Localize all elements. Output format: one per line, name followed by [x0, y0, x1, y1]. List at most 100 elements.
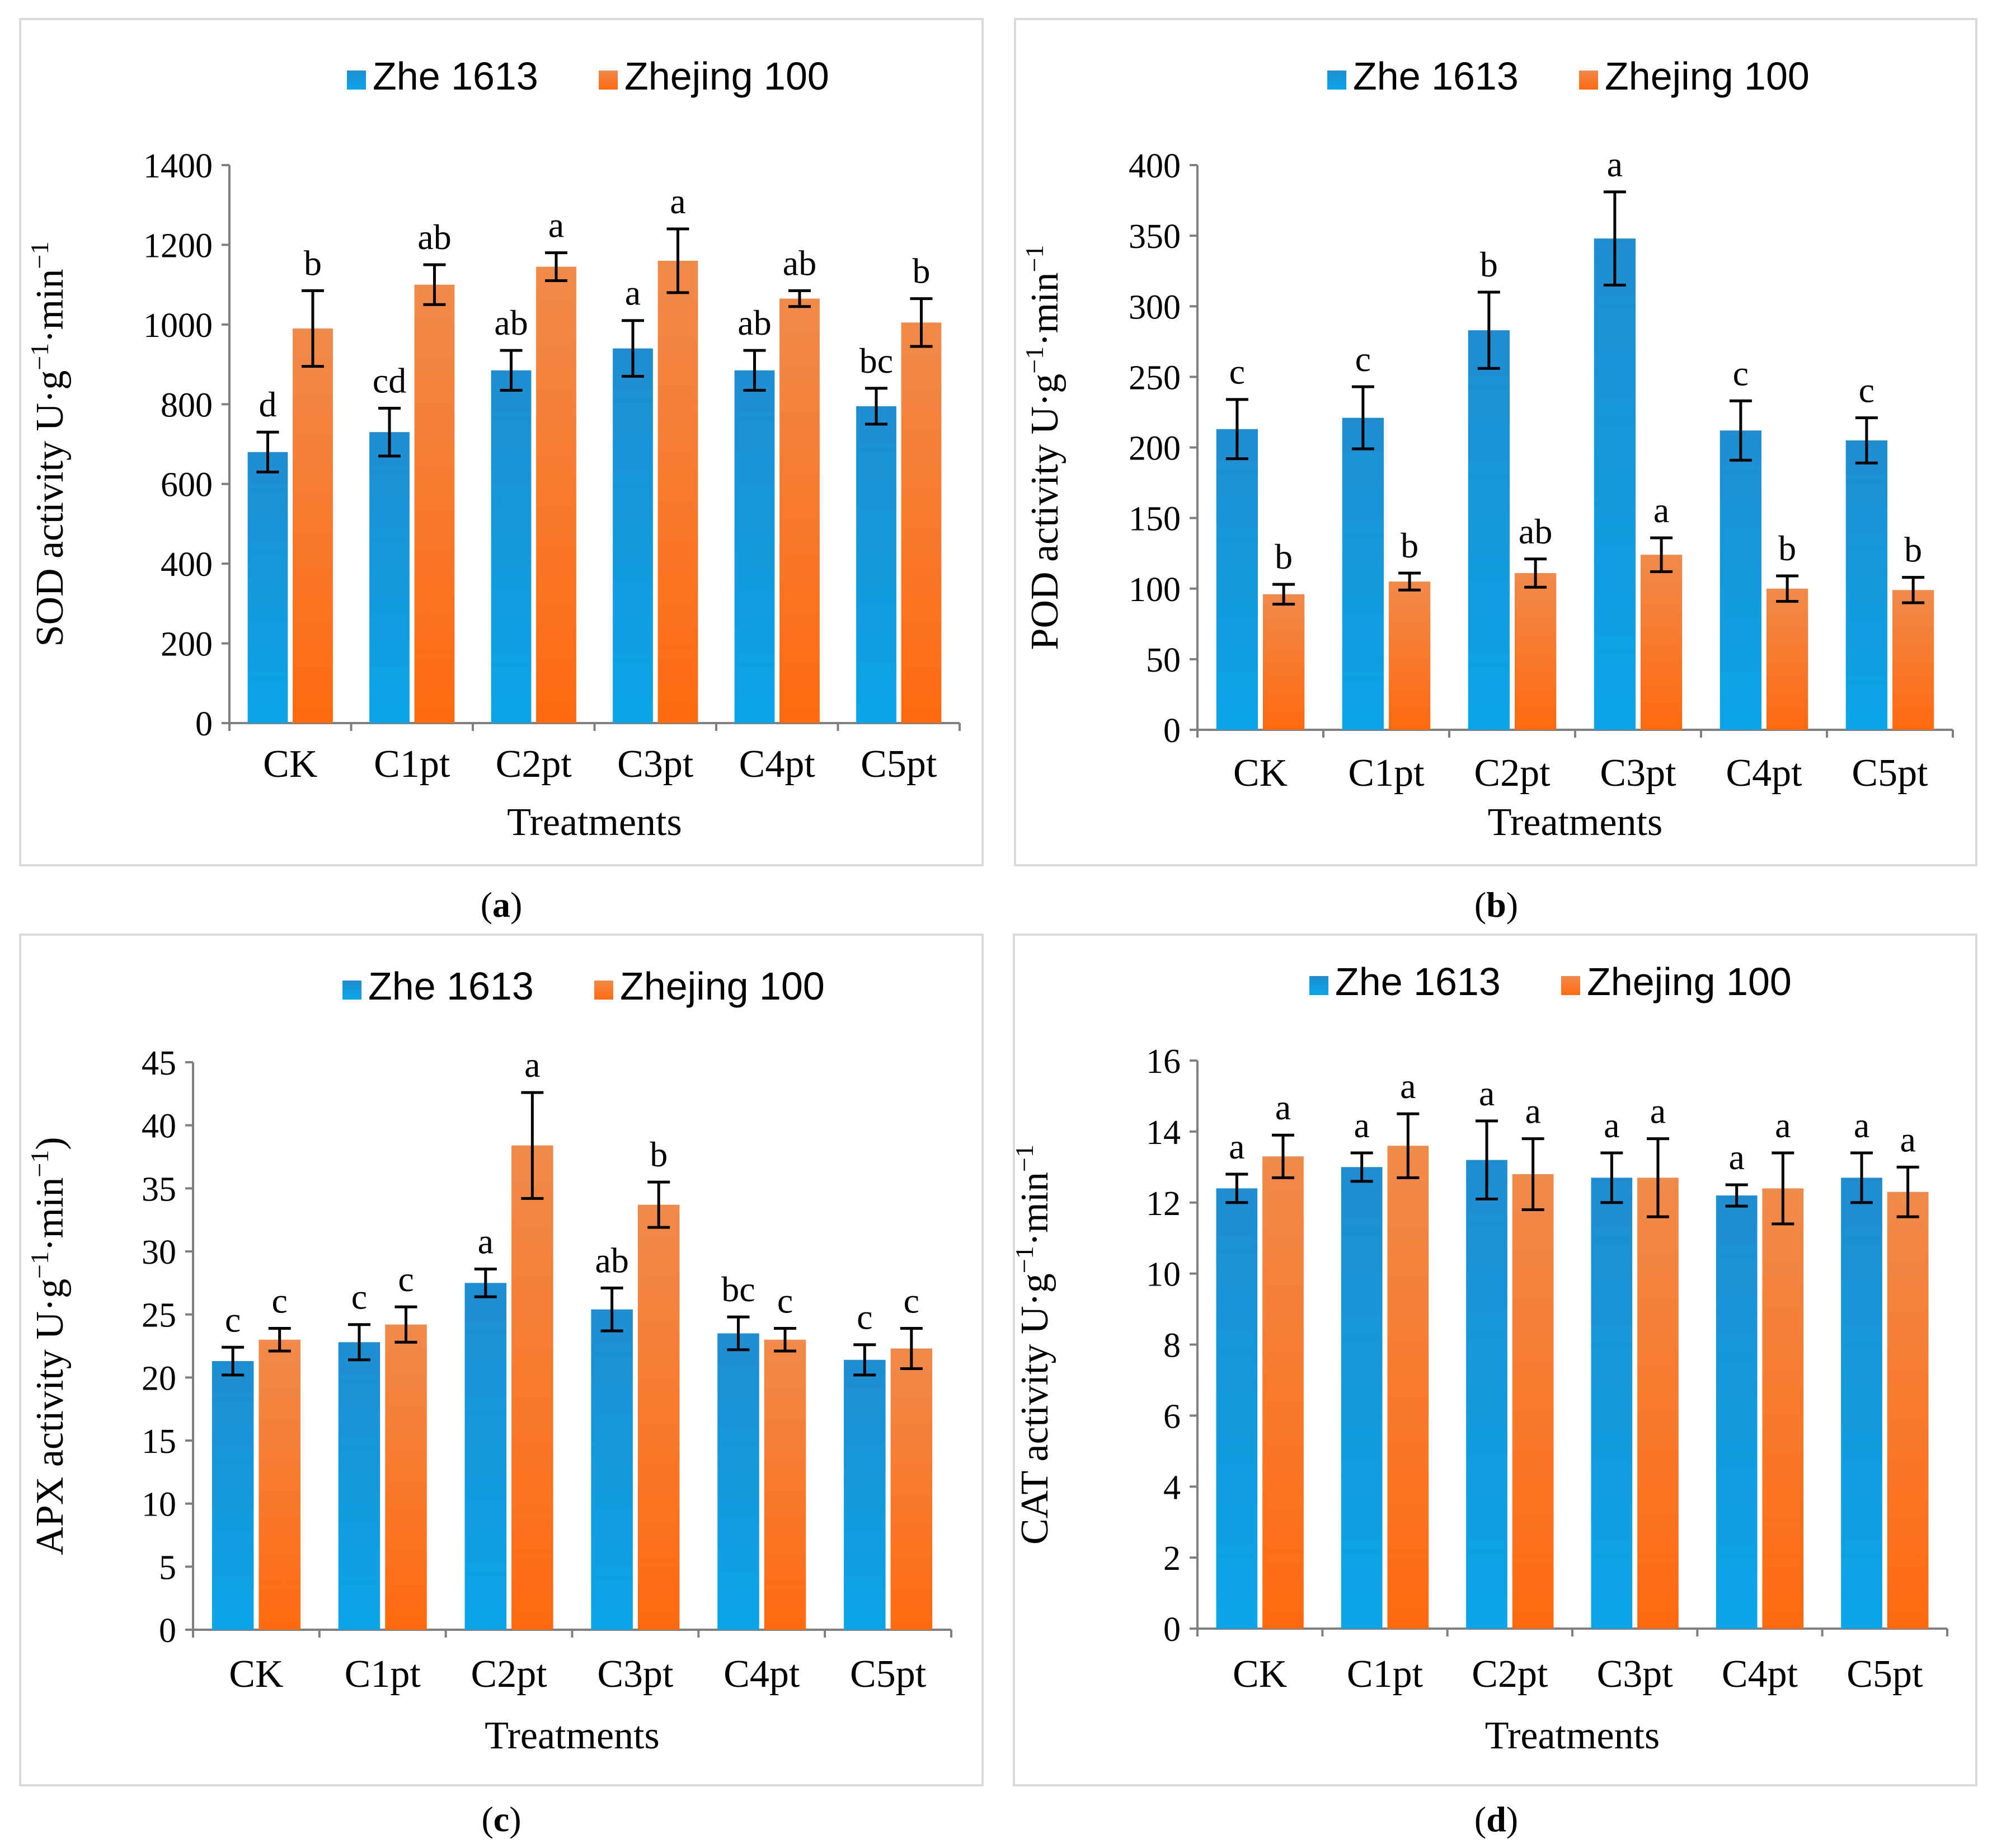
significance-letter: a: [1900, 1119, 1915, 1159]
bar-zhe-1613: [1341, 1167, 1383, 1629]
bar-zhejing-100: [779, 298, 820, 723]
legend-swatch: [1309, 976, 1328, 995]
significance-letter: a: [1607, 144, 1623, 184]
category-label: C1pt: [1348, 752, 1425, 795]
category-label: C1pt: [374, 743, 450, 786]
bar-zhe-1613: [338, 1342, 380, 1630]
significance-letter: ab: [494, 303, 528, 343]
x-axis-label: Treatments: [1485, 1714, 1660, 1757]
bar-zhe-1613: [212, 1361, 254, 1630]
legend-swatch: [594, 981, 613, 1000]
significance-letter: a: [670, 181, 685, 221]
significance-letter: c: [1229, 352, 1245, 392]
bar-zhejing-100: [1389, 581, 1431, 730]
y-tick-label: 10: [142, 1486, 176, 1524]
y-tick-label: 1000: [143, 307, 213, 345]
legend-label: Zhejing 100: [1587, 960, 1792, 1003]
bar-zhe-1613: [613, 348, 653, 723]
significance-letter: b: [1480, 245, 1498, 284]
category-label: C4pt: [1722, 1653, 1798, 1696]
significance-letter: a: [1229, 1127, 1244, 1166]
significance-letter: a: [625, 273, 641, 313]
category-label: C3pt: [1597, 1653, 1674, 1696]
significance-letter: ab: [1519, 512, 1552, 551]
legend-label: Zhejing 100: [624, 54, 829, 98]
bar-zhe-1613: [1719, 430, 1761, 730]
y-tick-label: 0: [195, 705, 213, 743]
significance-letter: a: [1775, 1105, 1791, 1145]
bar-zhe-1613: [844, 1359, 886, 1630]
significance-letter: b: [304, 243, 322, 283]
significance-letter: c: [777, 1281, 793, 1320]
significance-letter: c: [1355, 339, 1371, 379]
bar-zhe-1613: [1466, 1160, 1507, 1629]
y-tick-label: 600: [161, 466, 213, 504]
y-tick-label: 400: [1129, 147, 1181, 185]
y-tick-label: 20: [142, 1359, 176, 1397]
significance-letter: c: [271, 1281, 287, 1320]
y-tick-label: 12: [1146, 1185, 1181, 1223]
y-axis-label: CAT activity U·g−1·min−1: [1010, 1145, 1056, 1545]
y-tick-label: 400: [161, 546, 213, 584]
y-tick-label: 16: [1146, 1043, 1181, 1081]
chart-c: 0 5 10 15 20 25 30 35 40 45 CK C1pt C2pt C3pt C4pt C5pt…: [25, 964, 952, 1757]
significance-letter: b: [1401, 526, 1418, 565]
category-label: C5pt: [850, 1653, 927, 1696]
category-label: C5pt: [1847, 1653, 1923, 1696]
y-tick-label: 1200: [143, 227, 213, 265]
legend-swatch: [347, 71, 366, 90]
significance-letter: ab: [417, 217, 451, 257]
y-tick-label: 0: [159, 1612, 176, 1650]
legend-label: Zhejing 100: [620, 964, 825, 1008]
significance-letter: a: [1479, 1073, 1495, 1113]
y-tick-label: 800: [161, 386, 213, 424]
significance-letter: b: [1275, 537, 1293, 576]
category-label: C4pt: [1726, 752, 1802, 795]
y-tick-label: 6: [1163, 1397, 1181, 1436]
bar-zhe-1613: [464, 1283, 507, 1630]
y-tick-label: 150: [1129, 500, 1181, 538]
category-label: C4pt: [723, 1653, 800, 1696]
category-label: CK: [1233, 752, 1288, 795]
bar-zhejing-100: [1637, 1178, 1679, 1629]
y-tick-label: 35: [142, 1170, 176, 1208]
significance-letter: a: [1604, 1105, 1619, 1145]
y-tick-label: 200: [1129, 430, 1181, 468]
y-tick-label: 30: [142, 1233, 176, 1272]
significance-letter: b: [912, 251, 930, 291]
bar-zhe-1613: [734, 370, 775, 723]
category-label: C2pt: [1472, 1653, 1548, 1696]
y-tick-label: 4: [1163, 1469, 1181, 1507]
bar-zhejing-100: [414, 284, 455, 724]
significance-letter: c: [398, 1259, 414, 1299]
y-axis-label: POD activity U·g−1·min−1: [1020, 245, 1067, 650]
bar-zhe-1613: [856, 406, 896, 723]
bar-zhe-1613: [1468, 330, 1510, 730]
bar-zhejing-100: [890, 1348, 933, 1630]
bar-zhe-1613: [369, 432, 410, 723]
category-label: C3pt: [1600, 752, 1676, 795]
bar-zhe-1613: [1594, 238, 1636, 730]
y-axis-label: SOD activity U·g−1·min−1: [25, 242, 72, 647]
y-tick-label: 0: [1163, 712, 1181, 750]
category-label: C5pt: [861, 743, 937, 786]
y-tick-label: 45: [142, 1044, 176, 1082]
bar-zhejing-100: [1887, 1192, 1929, 1629]
x-axis-label: Treatments: [485, 1714, 659, 1757]
bar-zhejing-100: [1892, 590, 1934, 730]
category-label: C2pt: [1474, 752, 1551, 795]
significance-letter: c: [904, 1281, 919, 1320]
y-tick-label: 1400: [143, 147, 213, 185]
bar-zhejing-100: [293, 328, 333, 723]
bar-zhejing-100: [637, 1204, 680, 1630]
legend-swatch: [1579, 71, 1598, 90]
bar-zhejing-100: [901, 322, 942, 723]
y-tick-label: 10: [1146, 1256, 1181, 1294]
bar-zhe-1613: [1845, 440, 1887, 730]
bar-zhejing-100: [1641, 555, 1683, 730]
bar-zhejing-100: [1515, 573, 1557, 730]
bar-zhejing-100: [1512, 1174, 1554, 1629]
legend-swatch: [599, 71, 618, 90]
y-tick-label: 15: [142, 1423, 176, 1461]
